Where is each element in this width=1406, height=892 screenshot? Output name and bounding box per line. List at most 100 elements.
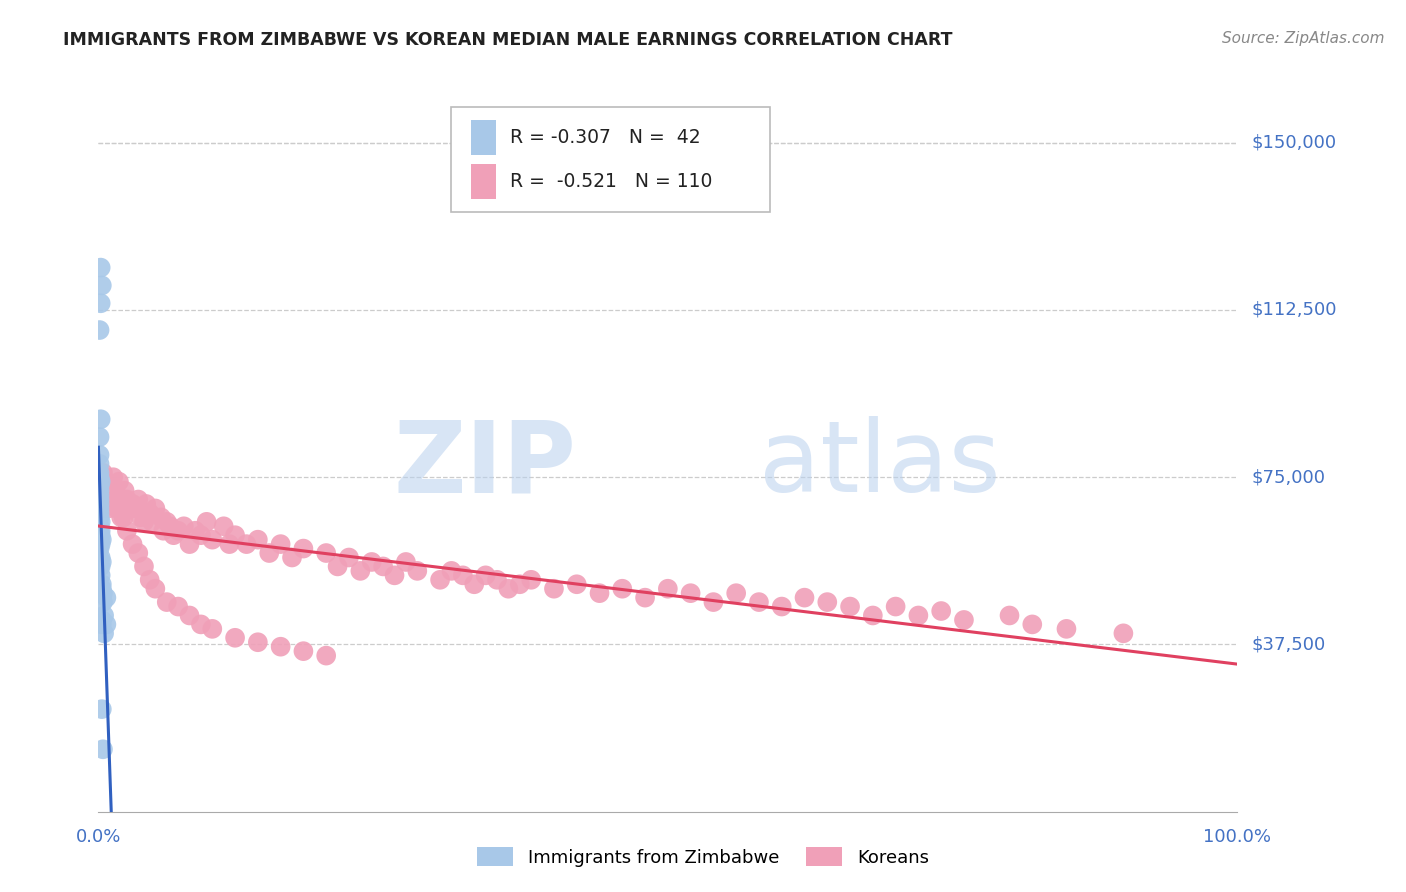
Point xyxy=(326,559,349,574)
Point xyxy=(90,555,112,569)
Point xyxy=(132,515,155,529)
Point xyxy=(793,591,815,605)
Point xyxy=(349,564,371,578)
Point xyxy=(90,613,112,627)
Point xyxy=(179,537,201,551)
Point xyxy=(90,528,112,542)
Point xyxy=(190,528,212,542)
Point xyxy=(89,483,111,498)
Point xyxy=(337,550,360,565)
Point xyxy=(98,483,121,498)
FancyBboxPatch shape xyxy=(451,107,770,212)
Point xyxy=(138,573,160,587)
Point xyxy=(156,595,179,609)
Point xyxy=(104,483,127,498)
Point xyxy=(451,568,474,582)
Point xyxy=(173,519,195,533)
Point xyxy=(509,577,531,591)
Point xyxy=(103,470,125,484)
Point xyxy=(588,586,610,600)
Point xyxy=(246,635,269,649)
Point xyxy=(218,537,240,551)
Point xyxy=(259,546,281,560)
Point xyxy=(315,648,337,663)
FancyBboxPatch shape xyxy=(471,120,496,155)
Point xyxy=(292,541,315,556)
Point xyxy=(96,488,118,502)
Point xyxy=(103,492,125,507)
Point xyxy=(91,742,114,756)
Point xyxy=(657,582,679,596)
Point xyxy=(141,515,163,529)
Point xyxy=(224,631,246,645)
Point xyxy=(520,573,543,587)
Point xyxy=(90,559,112,574)
Text: ZIP: ZIP xyxy=(394,417,576,514)
Point xyxy=(1021,617,1043,632)
Point xyxy=(907,608,929,623)
Point xyxy=(118,501,141,516)
Point xyxy=(125,501,148,516)
Point xyxy=(246,533,269,547)
Point xyxy=(90,533,112,547)
Point xyxy=(89,323,111,337)
Point xyxy=(89,497,111,511)
Point xyxy=(93,608,115,623)
Point xyxy=(152,524,174,538)
Point xyxy=(440,564,463,578)
Point xyxy=(89,466,111,480)
Point xyxy=(90,524,112,538)
Text: IMMIGRANTS FROM ZIMBABWE VS KOREAN MEDIAN MALE EARNINGS CORRELATION CHART: IMMIGRANTS FROM ZIMBABWE VS KOREAN MEDIA… xyxy=(63,31,953,49)
Point xyxy=(565,577,588,591)
Point xyxy=(167,599,190,614)
Point xyxy=(998,608,1021,623)
Point xyxy=(634,591,657,605)
Point xyxy=(89,488,111,502)
Point xyxy=(190,617,212,632)
Point xyxy=(98,479,121,493)
Point xyxy=(145,501,167,516)
Point xyxy=(90,296,112,310)
Point xyxy=(90,479,112,493)
Point xyxy=(91,595,114,609)
Text: $112,500: $112,500 xyxy=(1251,301,1337,319)
Point xyxy=(498,582,520,596)
Point xyxy=(90,278,112,293)
Point xyxy=(90,537,112,551)
Text: Source: ZipAtlas.com: Source: ZipAtlas.com xyxy=(1222,31,1385,46)
Point xyxy=(884,599,907,614)
Point xyxy=(132,559,155,574)
Point xyxy=(270,537,292,551)
Point xyxy=(384,568,406,582)
Point xyxy=(108,475,131,489)
Point xyxy=(90,475,112,489)
Point xyxy=(1112,626,1135,640)
Point xyxy=(159,519,181,533)
Point xyxy=(121,537,143,551)
Point xyxy=(406,564,429,578)
Point xyxy=(395,555,418,569)
Point xyxy=(89,430,111,444)
Point xyxy=(270,640,292,654)
Point xyxy=(96,617,118,632)
Point xyxy=(1054,622,1078,636)
Point xyxy=(679,586,702,600)
Point xyxy=(953,613,976,627)
Text: R =  -0.521   N = 110: R = -0.521 N = 110 xyxy=(509,172,711,191)
Point xyxy=(474,568,496,582)
Point xyxy=(112,510,135,524)
Point xyxy=(89,519,111,533)
Point xyxy=(156,515,179,529)
Point xyxy=(212,519,235,533)
Point xyxy=(89,470,111,484)
Point xyxy=(91,492,114,507)
Point xyxy=(235,537,257,551)
Point xyxy=(121,497,143,511)
Point xyxy=(725,586,748,600)
Y-axis label: Median Male Earnings: Median Male Earnings xyxy=(0,359,8,541)
Point xyxy=(195,515,218,529)
Point xyxy=(89,501,111,516)
Point xyxy=(929,604,952,618)
Point xyxy=(138,506,160,520)
Point xyxy=(90,577,112,591)
